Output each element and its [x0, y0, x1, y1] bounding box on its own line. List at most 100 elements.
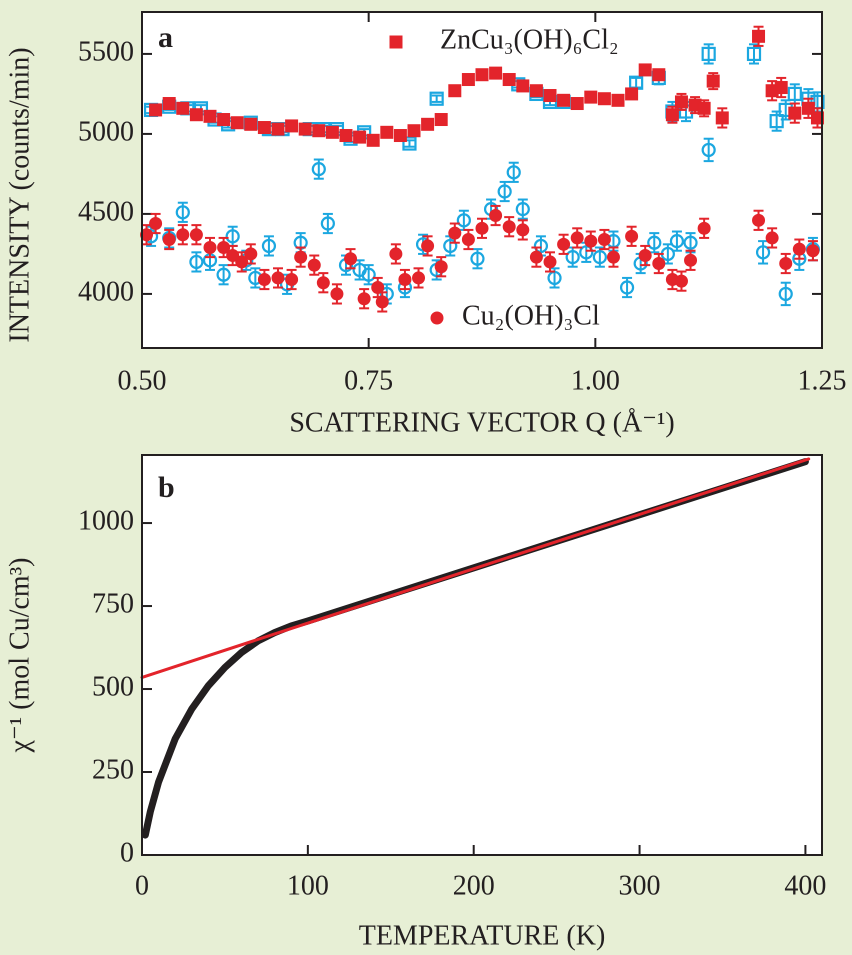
data-point — [443, 238, 458, 254]
x-tick-label: 400 — [784, 870, 826, 901]
panel-label: a — [158, 21, 173, 54]
data-point — [162, 233, 176, 247]
panel-label: b — [158, 471, 175, 504]
data-point — [497, 184, 512, 199]
data-point — [638, 249, 652, 263]
error-bar — [780, 281, 791, 307]
data-point — [325, 125, 339, 139]
data-point — [294, 250, 308, 264]
data-point — [506, 165, 521, 180]
legend-label: Cu₂(OH)₃Cl — [462, 300, 600, 331]
data-point — [606, 250, 620, 264]
x-axis-title: SCATTERING VECTOR Q (Å⁻¹) — [289, 407, 674, 438]
data-point — [652, 68, 666, 82]
data-point — [412, 271, 426, 285]
data-point — [402, 136, 417, 151]
data-point — [774, 81, 788, 95]
data-point — [638, 63, 652, 77]
data-point — [230, 116, 244, 130]
data-point — [339, 129, 353, 143]
data-point — [257, 121, 271, 135]
data-point — [597, 233, 611, 247]
data-point — [448, 84, 462, 98]
x-tick-label: 1.25 — [798, 365, 847, 396]
error-bar — [703, 137, 714, 163]
data-point — [557, 93, 571, 107]
plot-area — [142, 12, 822, 348]
y-tick-label: 1000 — [78, 505, 134, 536]
y-tick-label: 5000 — [78, 116, 134, 147]
data-point — [746, 46, 762, 62]
data-point — [769, 114, 784, 129]
data-point — [701, 46, 716, 62]
x-tick-label: 300 — [619, 870, 661, 901]
data-point — [421, 239, 435, 253]
data-point — [752, 213, 766, 227]
data-point — [625, 87, 639, 101]
data-point — [311, 162, 326, 177]
y-axis-title: χ⁻¹ (mol Cu/cm³) — [4, 558, 35, 754]
legend-marker — [389, 35, 403, 49]
data-point — [217, 113, 231, 127]
y-tick-label: 250 — [92, 754, 134, 785]
data-point — [271, 271, 285, 285]
data-point — [665, 108, 679, 122]
data-point — [429, 91, 444, 106]
x-tick-label: 0 — [135, 870, 149, 901]
legend-label: ZnCu₃(OH)₆Cl₂ — [440, 24, 619, 55]
x-tick-label: 100 — [287, 870, 329, 901]
data-point — [244, 247, 258, 261]
data-point — [140, 228, 154, 242]
data-point — [389, 247, 403, 261]
data-point — [752, 29, 766, 43]
data-point — [257, 273, 271, 287]
data-point — [788, 106, 802, 120]
y-tick-label: 750 — [92, 588, 134, 619]
line — [140, 457, 811, 679]
data-point — [225, 229, 240, 244]
data-point — [683, 235, 698, 250]
data-point — [489, 66, 503, 80]
x-tick-label: 0.75 — [344, 365, 393, 396]
data-point — [489, 209, 503, 223]
data-point — [787, 86, 802, 102]
data-point — [647, 235, 662, 250]
error-bar — [758, 240, 769, 265]
data-point — [625, 229, 639, 243]
data-point — [557, 237, 571, 251]
data-point — [792, 242, 806, 256]
data-point — [320, 216, 335, 231]
data-point — [434, 260, 448, 274]
data-point — [619, 280, 635, 295]
data-point — [149, 217, 163, 231]
y-axis-title: INTENSITY (counts/min) — [4, 47, 35, 342]
data-point — [533, 238, 549, 254]
data-point — [543, 255, 557, 269]
data-point — [285, 119, 299, 133]
y-tick-label: 4500 — [78, 196, 134, 227]
data-point — [307, 258, 321, 272]
y-tick-label: 0 — [120, 837, 134, 868]
data-point — [371, 281, 385, 295]
data-point — [398, 273, 412, 287]
data-point — [461, 73, 475, 87]
data-point — [597, 92, 611, 106]
data-point — [175, 205, 190, 220]
data-point — [697, 101, 711, 115]
data-point — [810, 111, 824, 125]
data-point — [779, 257, 793, 271]
data-point — [316, 276, 330, 290]
x-tick-label: 200 — [453, 870, 495, 901]
data-point — [357, 292, 371, 306]
data-point — [674, 95, 688, 109]
data-point — [516, 79, 530, 93]
data-point — [529, 250, 543, 264]
plot-frame — [141, 454, 823, 856]
data-point — [475, 68, 489, 82]
data-point — [226, 249, 240, 263]
data-point — [189, 254, 204, 270]
data-point — [592, 250, 607, 265]
data-point — [407, 124, 421, 138]
